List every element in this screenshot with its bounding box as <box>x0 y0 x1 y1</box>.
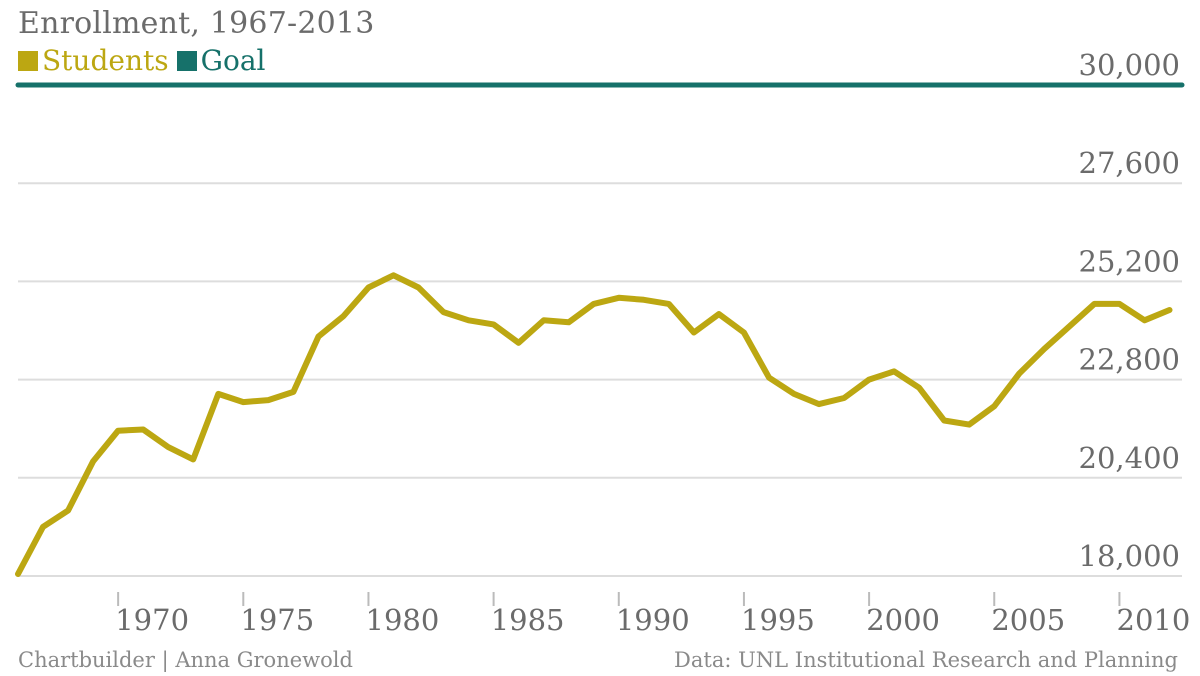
y-tick-label: 18,000 <box>1079 539 1180 573</box>
legend: Students Goal <box>18 44 274 77</box>
y-tick-label: 25,200 <box>1079 244 1180 278</box>
x-tick-label: 1975 <box>240 603 314 637</box>
x-tick-label: 1990 <box>616 603 690 637</box>
x-tick-label: 1985 <box>491 603 565 637</box>
legend-item-goal: Goal <box>176 44 266 77</box>
students-line <box>15 272 1173 577</box>
x-tick-label: 1980 <box>366 603 440 637</box>
y-tick-label: 27,600 <box>1079 146 1180 180</box>
legend-item-students: Students <box>18 44 169 77</box>
legend-swatch-goal <box>176 50 197 71</box>
x-tick-label: 1995 <box>741 603 815 637</box>
source-text: Data: UNL Institutional Research and Pla… <box>674 648 1178 672</box>
x-tick-label: 2010 <box>1117 603 1191 637</box>
y-tick-label: 22,800 <box>1079 343 1180 377</box>
chart-title: Enrollment, 1967-2013 <box>18 6 375 41</box>
legend-swatch-students <box>18 50 38 71</box>
x-tick-label: 2000 <box>866 603 940 637</box>
legend-label-students: Students <box>42 44 169 77</box>
x-tick-label: 2005 <box>991 603 1065 637</box>
x-tick-label: 1970 <box>115 603 189 637</box>
credit-text: Chartbuilder | Anna Gronewold <box>18 648 353 672</box>
y-tick-label: 30,000 <box>1079 48 1180 82</box>
legend-label-goal: Goal <box>200 44 266 77</box>
y-tick-label: 20,400 <box>1079 441 1180 475</box>
